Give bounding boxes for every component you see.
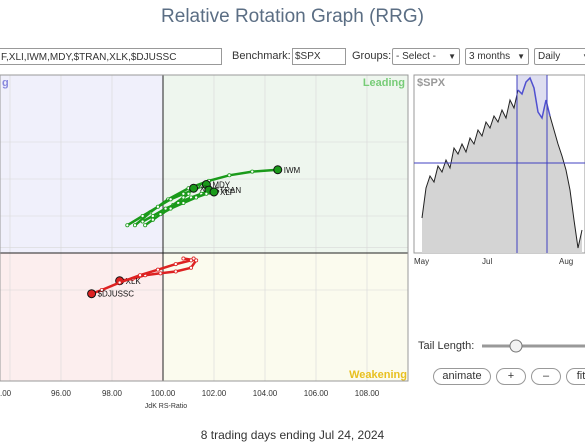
tail-point [181,256,186,261]
month-label-aug: Aug [559,257,573,266]
x-axis-ticks: .00 96.00 98.00 100.00 102.00 104.00 106.00 108… [0,389,380,398]
tail-point [189,258,194,263]
x-tick-label: 96.00 [51,389,72,398]
tail-point [155,267,160,272]
series-label: IWM [284,166,301,175]
quadrant-label-weakening: Weakening [349,369,407,381]
period-select[interactable]: 3 months ▼ [465,48,529,65]
frequency-select-value: Daily [538,51,561,62]
x-tick-label: 98.00 [102,389,123,398]
tail-point [204,191,209,196]
symbols-input[interactable]: F,XLI,IWM,MDY,$TRAN,XLK,$DJUSSC [0,48,222,65]
chevron-down-icon: ▼ [448,52,456,61]
quadrant-label-leading: Leading [363,77,405,89]
grid [0,75,408,381]
benchmark-input[interactable]: $SPX [292,48,346,65]
tail-point [186,191,191,196]
tail-point [125,223,130,228]
tail-point [194,195,199,200]
chevron-down-icon: ▼ [517,52,525,61]
toolbar: F,XLI,IWM,MDY,$TRAN,XLK,$DJUSSC Benchmar… [0,48,585,68]
tail-point [181,191,186,196]
x-tick-label: 102.00 [202,389,227,398]
tail-length-label: Tail Length: [418,340,475,352]
tail-point [150,217,155,222]
zoom-in-button[interactable]: + [496,368,526,385]
price-chart-symbol: $SPX [417,77,446,89]
tail-length-slider[interactable] [478,339,585,353]
tail-point [138,273,143,278]
groups-select-value: - Select - [396,51,437,62]
x-axis-label: JdK RS-Ratio [145,403,188,410]
price-area [422,78,582,253]
tail-point [155,204,160,209]
tail-point [168,206,173,211]
tail-point [150,213,155,218]
frequency-select[interactable]: Daily ▼ [534,48,585,65]
tail-head-point [209,187,219,197]
groups-label: Groups: [352,50,392,62]
price-line [421,89,519,219]
tail-point [143,223,148,228]
tail-point [173,269,178,274]
series-djussc[interactable]: $DJUSSC [87,256,196,299]
tail-point [250,169,255,174]
price-line-highlight [517,76,551,120]
price-line-tail [549,115,583,249]
month-label-may: May [414,257,429,266]
series-label: $DJUSSC [98,290,135,299]
x-tick-label: 108.00 [355,389,380,398]
fit-button[interactable]: fit [566,368,585,385]
quadrant-label-improving: g [2,77,9,89]
x-tick-label: 104.00 [253,389,278,398]
zoom-out-button[interactable]: – [531,368,561,385]
tail-point [173,262,178,267]
tail-point [132,223,137,228]
series-label: $TRAN [215,186,241,195]
tail-head-point [273,165,283,175]
animate-button[interactable]: animate [433,368,491,385]
page-title: Relative Rotation Graph (RRG) [161,6,424,27]
period-select-value: 3 months [469,51,511,62]
footer-caption: 8 trading days ending Jul 24, 2024 [200,428,385,442]
tail-point [168,197,173,202]
series-label: MDY [212,181,230,190]
quadrant-weakening [163,253,408,381]
x-tick-label: 106.00 [304,389,329,398]
tail-head-point [189,183,199,193]
slider-handle[interactable] [509,339,523,353]
series-xlf[interactable]: XLF [150,187,235,222]
plot-frame [0,74,409,382]
quadrant-improving [0,75,163,253]
tail-point [227,173,232,178]
tail-head-point [87,289,97,299]
chevron-down-icon: ▼ [582,49,585,64]
tail-point [99,287,104,292]
benchmark-label: Benchmark: [232,50,291,62]
tail-point [189,265,194,270]
month-label-jul: Jul [482,257,492,266]
tail-point [140,219,145,224]
tail-point [158,212,163,217]
tail-line [91,257,195,295]
quadrant-leading [163,75,408,253]
tail-point [191,256,196,261]
x-tick-label: .00 [0,389,12,398]
price-chart: $SPX May Jul Aug [413,74,585,266]
tail-point [194,258,199,263]
x-tick-label: 100.00 [151,389,176,398]
tail-point [158,271,163,276]
rrg-chart[interactable]: g Leading Weakening IWMMDYXLI$TRANXLFXLK… [0,70,412,416]
tail-point [117,280,122,285]
tail-point [181,195,186,200]
tail-point [140,213,145,218]
series-label: XLF [220,188,235,197]
series-label: XLK [126,277,142,286]
quadrant-lagging [0,253,163,381]
tail-point [181,201,186,206]
groups-select[interactable]: - Select - ▼ [392,48,460,65]
